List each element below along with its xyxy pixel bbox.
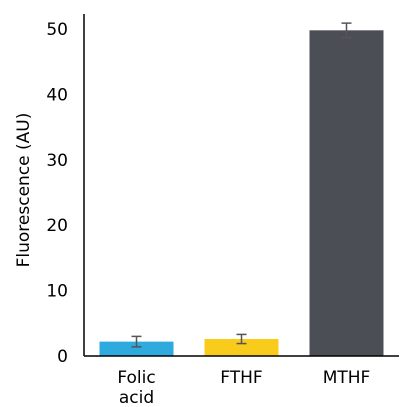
x-tick-label: Folic acid (117, 368, 155, 407)
bars-group (99, 30, 384, 356)
bar-mthf (309, 30, 384, 356)
y-tick-label: 40 (46, 85, 68, 105)
error-bar (236, 333, 247, 345)
bar-fthf (204, 338, 279, 356)
bar-folic-acid (99, 341, 174, 356)
y-axis-ticks: 0 10 20 30 40 50 (46, 20, 68, 367)
x-tick-label: FTHF (220, 368, 262, 388)
y-axis-title: Fluorescence (AU) (14, 113, 34, 268)
y-tick-label: 50 (46, 20, 68, 40)
x-axis-labels: Folic acid FTHF MTHF (117, 368, 370, 407)
error-bar (131, 335, 142, 348)
y-tick-label: 20 (46, 216, 68, 236)
error-bars-group (131, 22, 352, 348)
y-tick-label: 30 (46, 151, 68, 171)
x-tick-label: MTHF (323, 368, 371, 388)
error-bar (341, 22, 352, 39)
y-tick-label: 10 (46, 282, 68, 302)
y-tick-label: 0 (57, 347, 68, 367)
